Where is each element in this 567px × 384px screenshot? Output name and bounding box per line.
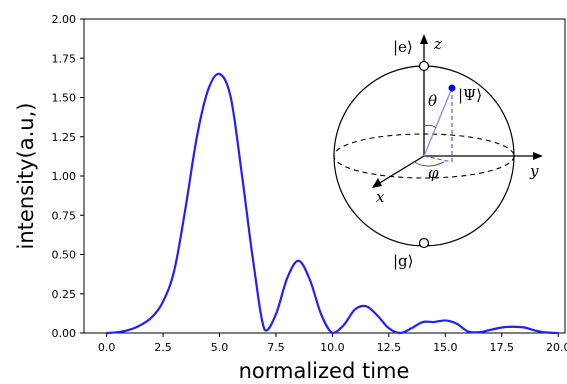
y-tick-label: 1.00 bbox=[52, 170, 77, 183]
x-tick-label: 5.0 bbox=[211, 341, 229, 354]
y-tick-label: 2.00 bbox=[52, 13, 77, 26]
phi-label: φ bbox=[428, 164, 439, 182]
x-tick-label: 10.0 bbox=[320, 341, 345, 354]
y-axis-ticks: 0.00 0.25 0.50 0.75 1.00 1.25 1.50 1.75 2.00 bbox=[52, 13, 84, 340]
x-axis-ticks: 0.0 2.5 5.0 7.5 10.0 12.5 15.0 17.5 20.0 bbox=[98, 333, 567, 354]
series-points bbox=[106, 74, 558, 333]
y-tick-label: 1.25 bbox=[52, 131, 77, 144]
y-tick-label: 0.50 bbox=[52, 249, 77, 262]
theta-arc bbox=[423, 124, 437, 129]
x-tick-label: 20.0 bbox=[546, 341, 567, 354]
y-tick-label: 1.75 bbox=[52, 52, 77, 65]
excited-pole-marker bbox=[418, 60, 430, 72]
plot-area bbox=[83, 18, 566, 334]
series-line bbox=[106, 72, 559, 335]
x-axis-label: x bbox=[376, 188, 385, 206]
y-tick-label: 0.00 bbox=[52, 327, 77, 340]
x-tick-label: 2.5 bbox=[154, 341, 172, 354]
x-tick-label: 15.0 bbox=[433, 341, 458, 354]
x-axis bbox=[377, 155, 425, 185]
y-tick-label: 1.50 bbox=[52, 92, 77, 105]
state-vector bbox=[423, 87, 453, 157]
phi-arc bbox=[413, 161, 445, 167]
state-label: |Ψ⟩ bbox=[458, 86, 482, 104]
x-axis-title: normalized time bbox=[239, 359, 410, 383]
ground-state-label: |g⟩ bbox=[393, 252, 414, 270]
x-tick-label: 17.5 bbox=[490, 341, 515, 354]
excited-state-label: |e⟩ bbox=[393, 38, 413, 56]
y-axis-label: y bbox=[529, 162, 539, 180]
z-axis-arrow-icon bbox=[420, 34, 428, 44]
y-tick-label: 0.25 bbox=[52, 288, 77, 301]
x-tick-label: 12.5 bbox=[377, 341, 402, 354]
x-tick-label: 0.0 bbox=[98, 341, 116, 354]
bloch-sphere-inset: |e⟩ z θ |Ψ⟩ y x φ |g⟩ bbox=[333, 34, 543, 270]
x-tick-label: 7.5 bbox=[267, 341, 285, 354]
y-tick-label: 0.75 bbox=[52, 209, 77, 222]
ground-pole-marker bbox=[418, 237, 430, 249]
z-axis-label: z bbox=[433, 35, 442, 53]
y-axis-title: intensity(a.u,) bbox=[14, 103, 38, 250]
state-point bbox=[448, 84, 456, 92]
state-projection-planar bbox=[423, 155, 453, 163]
x-axis-arrow-icon bbox=[372, 178, 382, 188]
y-axis-arrow-icon bbox=[533, 152, 543, 160]
theta-label: θ bbox=[428, 92, 437, 110]
